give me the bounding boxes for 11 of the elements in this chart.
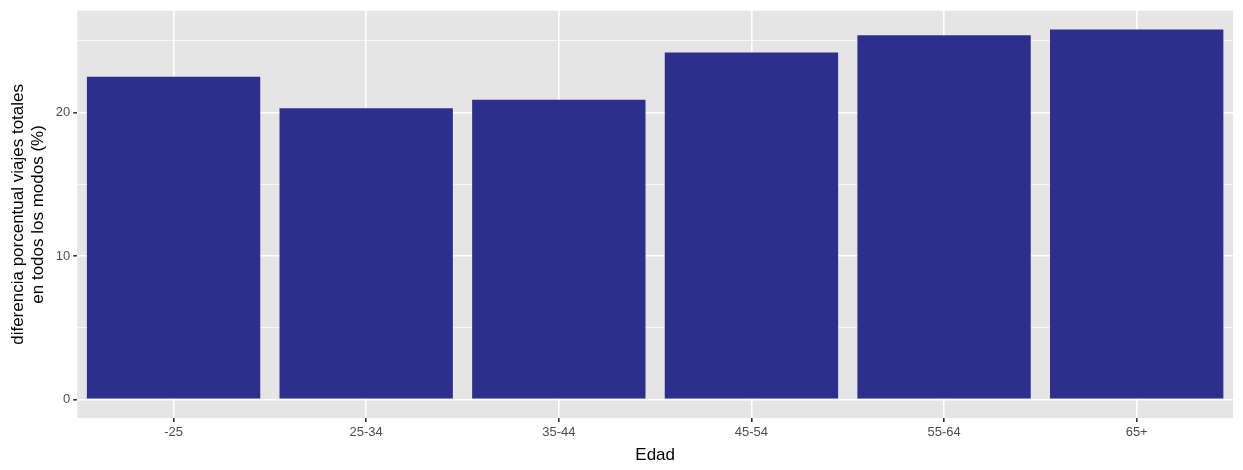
x-tick-label: 45-54 [734, 424, 769, 440]
x-tick-label: 35-44 [542, 424, 576, 440]
x-tick-label: -25 [164, 424, 183, 440]
x-tick-label: 55-64 [927, 424, 961, 440]
x-tick-label: 25-34 [349, 424, 383, 440]
y-tick-label: 20 [55, 104, 71, 120]
y-tick-label: 0 [63, 390, 71, 406]
x-axis-title: Edad [635, 445, 675, 465]
y-axis-title: diferencia porcentual viajes totales en todos los modos (%) [7, 83, 48, 345]
x-tick-label: 65+ [1125, 424, 1148, 440]
y-tick-label: 10 [55, 247, 71, 263]
